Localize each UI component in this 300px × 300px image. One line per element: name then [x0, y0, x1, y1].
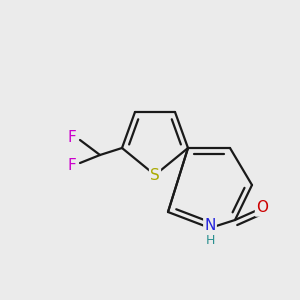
Text: F: F [68, 158, 76, 172]
Text: N: N [204, 218, 216, 232]
Text: O: O [256, 200, 268, 215]
Text: S: S [150, 167, 160, 182]
Text: F: F [68, 130, 76, 146]
Text: H: H [205, 233, 215, 247]
